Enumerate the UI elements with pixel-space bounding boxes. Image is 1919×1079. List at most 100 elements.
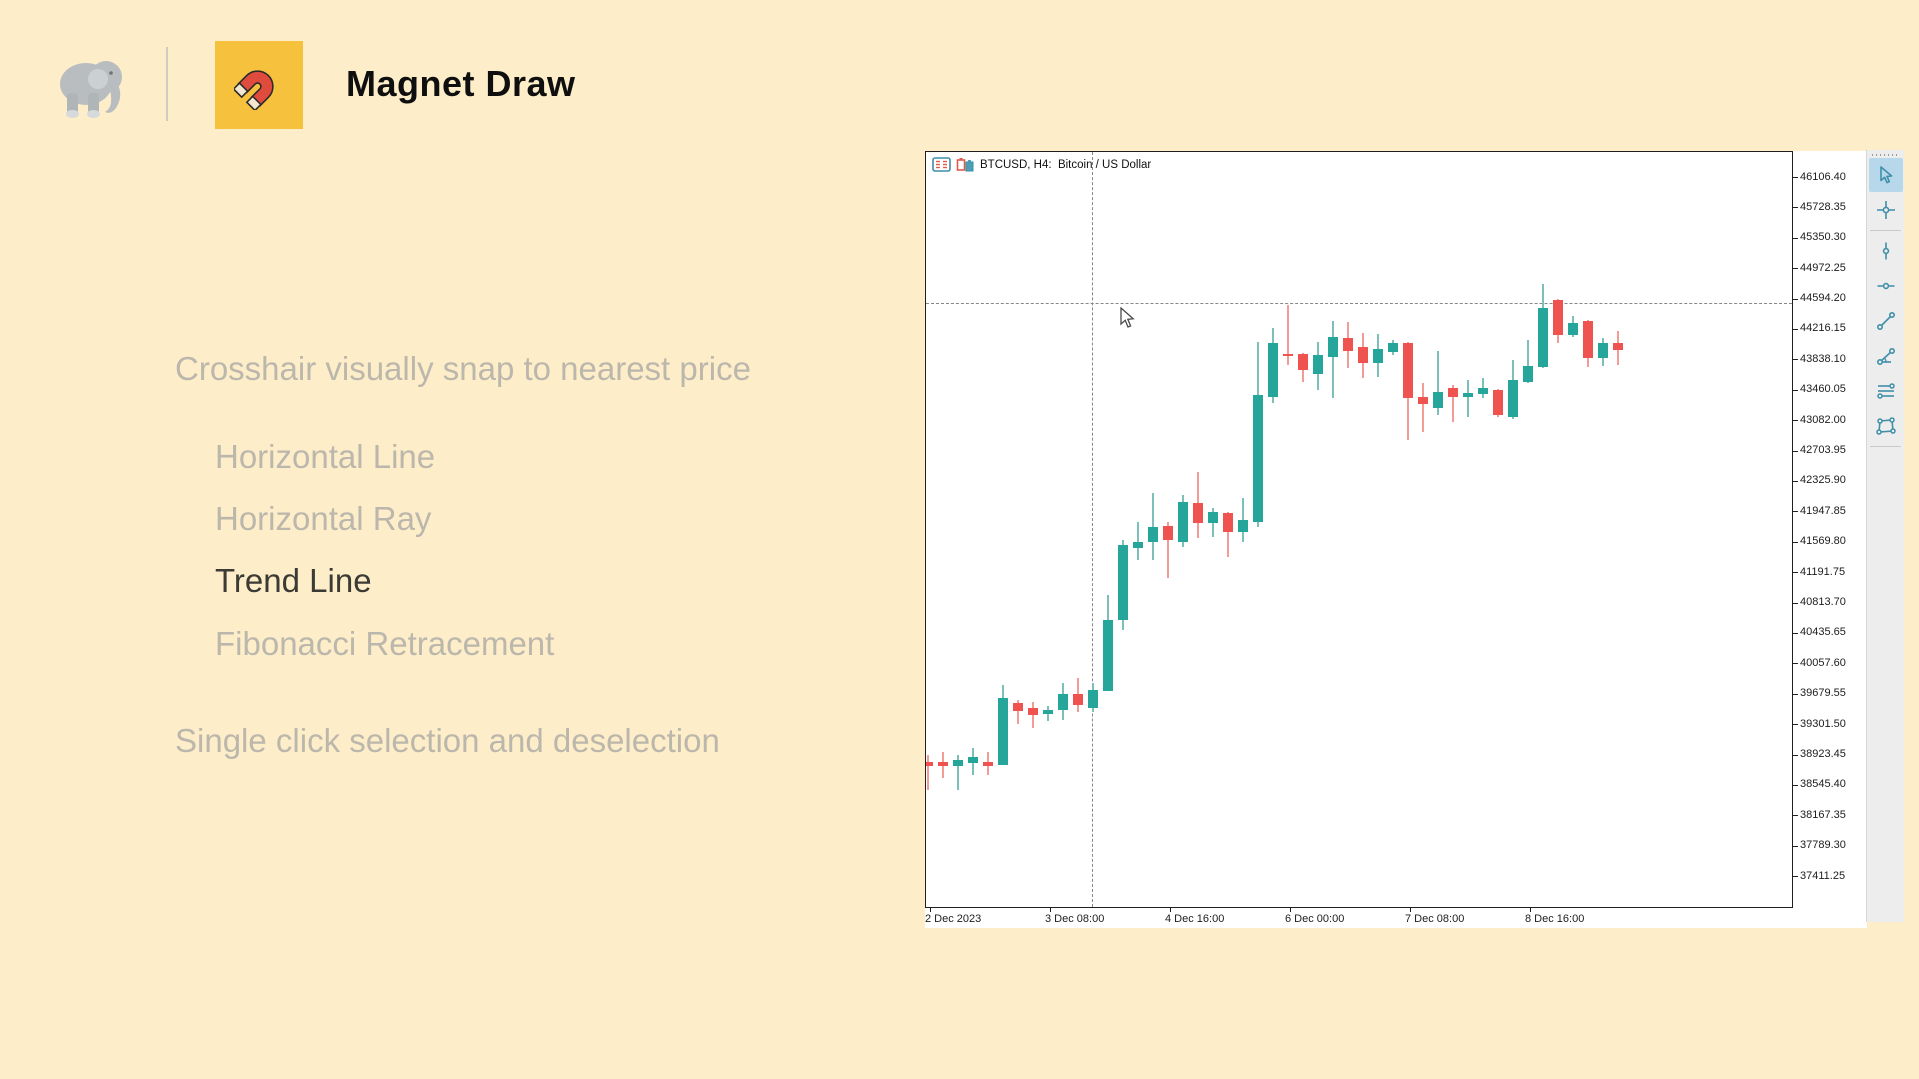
candle <box>968 757 978 763</box>
feature-item-horizontal-ray: Horizontal Ray <box>215 500 432 537</box>
horizontal-line-icon <box>1877 282 1895 290</box>
crosshair-icon <box>1877 201 1895 219</box>
price-axis-label: 40057.60 <box>1800 656 1846 669</box>
candle <box>1388 343 1398 352</box>
crosshair-horizontal-line <box>926 303 1792 304</box>
candle <box>1103 620 1113 692</box>
candle <box>1118 544 1128 620</box>
time-axis-tick <box>1050 908 1051 912</box>
data-window-icon <box>932 157 951 172</box>
trend-by-angle-tool-button[interactable] <box>1869 339 1903 373</box>
time-axis-label: 7 Dec 08:00 <box>1405 913 1465 925</box>
candle-wick <box>1287 304 1289 366</box>
cursor-tool-button[interactable] <box>1869 158 1903 192</box>
crosshair-vertical-line <box>1092 152 1093 907</box>
candle <box>1013 703 1023 711</box>
candle <box>1268 343 1278 397</box>
candle-wick <box>1017 700 1019 724</box>
candle <box>1538 308 1548 367</box>
feature-item-trend-line: Trend Line <box>215 562 372 599</box>
chart-title-bar: BTCUSD, H4: Bitcoin / US Dollar <box>932 157 1151 172</box>
chart-panel: BTCUSD, H4: Bitcoin / US Dollar 46106.40… <box>925 151 1867 928</box>
price-axis-tick <box>1793 845 1798 847</box>
price-axis-tick <box>1793 784 1798 786</box>
candle <box>1043 710 1053 715</box>
candle <box>1298 354 1308 371</box>
candle-wick <box>1167 521 1169 578</box>
mouse-cursor <box>1120 307 1135 328</box>
price-axis-label: 40435.65 <box>1800 626 1846 639</box>
trend-by-angle-icon <box>1876 347 1896 366</box>
candle <box>938 762 948 766</box>
price-axis-label: 41569.80 <box>1800 535 1846 548</box>
time-axis-label: 8 Dec 16:00 <box>1525 913 1585 925</box>
price-axis-tick <box>1793 420 1798 422</box>
feature-outro: Single click selection and deselection <box>175 722 720 759</box>
candle <box>1478 388 1488 394</box>
candle <box>1163 526 1173 540</box>
time-axis-tick <box>1530 908 1531 912</box>
drawing-toolbar <box>1866 150 1904 922</box>
candle <box>998 698 1008 765</box>
price-axis-tick <box>1793 450 1798 452</box>
candle <box>1133 542 1143 548</box>
crosshair-tool-button[interactable] <box>1869 193 1903 227</box>
candle <box>1223 512 1233 533</box>
candle <box>983 762 993 766</box>
price-axis-label: 43838.10 <box>1800 352 1846 365</box>
price-axis-tick <box>1793 632 1798 634</box>
trend-line-tool-button[interactable] <box>1869 304 1903 338</box>
candle <box>1238 519 1248 533</box>
price-axis-label: 41191.75 <box>1800 565 1846 578</box>
time-axis-tick <box>1290 908 1291 912</box>
candle <box>1403 343 1413 398</box>
price-axis-tick <box>1793 876 1798 878</box>
fibonacci-tool-button[interactable] <box>1869 374 1903 408</box>
time-axis-tick <box>1170 908 1171 912</box>
horizontal-line-tool-button[interactable] <box>1869 269 1903 303</box>
price-axis-tick <box>1793 268 1798 270</box>
candle <box>1328 336 1338 357</box>
vertical-line-tool-button[interactable] <box>1869 234 1903 268</box>
price-axis-label: 45728.35 <box>1800 200 1846 213</box>
chart-symbol-icon <box>956 158 974 172</box>
candle <box>1523 365 1533 382</box>
trend-line-icon <box>1876 311 1896 331</box>
candle <box>1193 503 1203 524</box>
candle-wick <box>1467 379 1469 417</box>
price-axis-tick <box>1793 663 1798 665</box>
candle <box>1508 379 1518 417</box>
rectangle-tool-button[interactable] <box>1869 409 1903 443</box>
price-axis-tick <box>1793 511 1798 513</box>
candle <box>1208 512 1218 524</box>
price-axis: 46106.40 45728.35 45350.30 44972.25 44594.20… <box>1793 151 1867 908</box>
price-axis-label: 44594.20 <box>1800 292 1846 305</box>
price-axis-tick <box>1793 602 1798 604</box>
price-axis-label: 43082.00 <box>1800 413 1846 426</box>
price-axis-label: 44216.15 <box>1800 322 1846 335</box>
elephant-icon <box>60 61 122 118</box>
candle <box>1568 322 1578 336</box>
magnet-icon <box>234 70 274 110</box>
candle <box>1073 693 1083 705</box>
time-axis-label: 6 Dec 00:00 <box>1285 913 1345 925</box>
feature-item-horizontal-line: Horizontal Line <box>215 438 436 475</box>
price-axis-label: 37789.30 <box>1800 839 1846 852</box>
toolbar-grip[interactable] <box>1872 154 1899 156</box>
candle <box>1058 693 1068 710</box>
candle <box>1253 394 1263 522</box>
candle <box>1418 396 1428 404</box>
candle <box>1088 689 1098 708</box>
feature-item-fibonacci: Fibonacci Retracement <box>215 625 555 662</box>
candle <box>1283 354 1293 357</box>
candle <box>1463 393 1473 397</box>
candle-wick <box>927 754 929 790</box>
time-axis-tick <box>930 908 931 912</box>
price-chart[interactable]: BTCUSD, H4: Bitcoin / US Dollar <box>925 151 1793 908</box>
candle <box>926 762 933 766</box>
price-axis-label: 37411.25 <box>1800 869 1846 882</box>
candle <box>1343 338 1353 352</box>
candle-wick <box>957 754 959 790</box>
candle-wick <box>1437 351 1439 415</box>
price-axis-tick <box>1793 754 1798 756</box>
